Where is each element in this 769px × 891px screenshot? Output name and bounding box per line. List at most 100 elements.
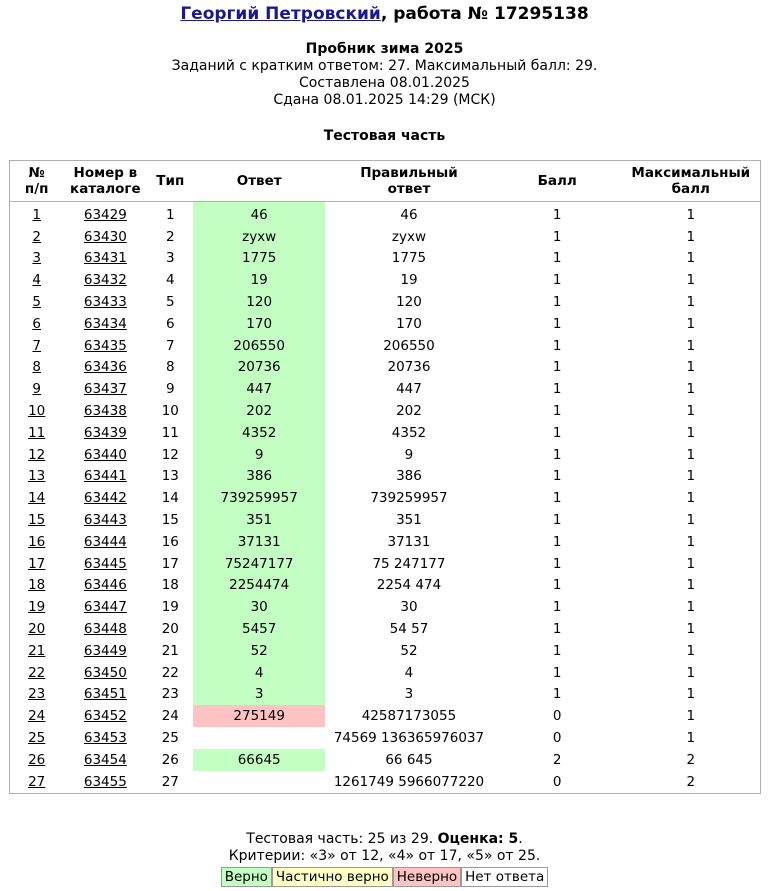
row-number-link[interactable]: 11: [28, 424, 46, 441]
table-row: 19 63447 19 30 30 1 1: [10, 596, 761, 619]
student-answer-cell: 2254474: [193, 574, 326, 597]
row-number-cell: 9: [10, 378, 64, 400]
catalog-number-link[interactable]: 63434: [83, 315, 127, 332]
row-number-cell: 24: [10, 705, 64, 727]
task-type-cell: 11: [161, 424, 179, 441]
catalog-number-link[interactable]: 63437: [83, 381, 127, 398]
catalog-number-cell: 63431: [63, 248, 147, 270]
catalog-number-link[interactable]: 63430: [83, 228, 127, 245]
catalog-number-link[interactable]: 63444: [83, 533, 127, 550]
catalog-number-cell: 63448: [63, 618, 147, 640]
catalog-number-link[interactable]: 63446: [83, 577, 127, 594]
row-number-link[interactable]: 8: [32, 359, 41, 376]
results-table: № п/п Номер в каталоге Тип Ответ Правильны…: [9, 160, 761, 794]
catalog-number-cell: 63434: [63, 313, 147, 335]
row-number-link[interactable]: 2: [32, 228, 41, 245]
catalog-number-cell: 63441: [63, 466, 147, 488]
catalog-number-link[interactable]: 63454: [83, 751, 127, 768]
catalog-number-cell: 63437: [63, 378, 147, 400]
row-number-link[interactable]: 25: [28, 730, 46, 747]
row-number-link[interactable]: 14: [28, 490, 46, 507]
row-number-link[interactable]: 20: [28, 621, 46, 638]
row-number-link[interactable]: 6: [32, 315, 41, 332]
test-name: Пробник зима 2025: [305, 41, 464, 57]
row-number-link[interactable]: 9: [32, 381, 41, 398]
correct-answer-cell: 19: [400, 272, 418, 289]
table-header-row: № п/п Номер в каталоге Тип Ответ Правильны…: [9, 160, 761, 202]
row-number-cell: 26: [10, 749, 64, 771]
catalog-number-link[interactable]: 63440: [83, 446, 127, 463]
catalog-number-link[interactable]: 63445: [83, 555, 127, 572]
catalog-number-cell: 63445: [63, 553, 147, 575]
row-number-link[interactable]: 12: [28, 446, 46, 463]
table-row: 10 63438 10 202 202 1 1: [10, 400, 761, 422]
catalog-number-link[interactable]: 63450: [83, 664, 127, 681]
row-number-link[interactable]: 21: [28, 642, 46, 659]
student-answer-cell: 4: [193, 661, 326, 684]
task-type-cell: 14: [161, 490, 179, 507]
row-number-link[interactable]: 22: [28, 664, 46, 681]
table-row: 20 63448 20 5457 54 57 1 1: [10, 618, 761, 640]
catalog-number-link[interactable]: 63436: [83, 359, 127, 376]
catalog-number-link[interactable]: 63439: [83, 424, 127, 441]
row-number-link[interactable]: 17: [28, 555, 46, 572]
row-number-link[interactable]: 4: [32, 272, 41, 289]
max-score-cell: 1: [686, 337, 696, 354]
row-number-cell: 12: [10, 444, 64, 466]
work-number: , работа № 17295138: [380, 4, 589, 24]
catalog-number-link[interactable]: 63451: [83, 686, 127, 703]
catalog-number-link[interactable]: 63429: [83, 206, 127, 223]
score-cell: 1: [552, 206, 562, 223]
student-answer-cell: 52: [193, 639, 326, 662]
catalog-number-link[interactable]: 63448: [83, 621, 127, 638]
task-type-cell: 7: [166, 337, 175, 354]
catalog-number-link[interactable]: 63455: [83, 773, 127, 790]
submitted-date: Сдана 08.01.2025 14:29 (МСК): [273, 92, 496, 108]
row-number-link[interactable]: 1: [32, 206, 41, 223]
max-score-cell: 1: [686, 403, 696, 420]
catalog-number-link[interactable]: 63449: [83, 642, 127, 659]
row-number-link[interactable]: 10: [28, 403, 46, 420]
correct-answer-cell: 1775: [391, 250, 427, 267]
catalog-number-link[interactable]: 63452: [83, 708, 127, 725]
catalog-number-link[interactable]: 63441: [83, 468, 127, 485]
catalog-number-cell: 63451: [63, 684, 147, 706]
catalog-number-link[interactable]: 63432: [83, 272, 127, 289]
row-number-link[interactable]: 26: [28, 751, 46, 768]
row-number-cell: 17: [10, 553, 64, 575]
catalog-number-link[interactable]: 63438: [83, 403, 127, 420]
row-number-link[interactable]: 7: [32, 337, 41, 354]
catalog-number-link[interactable]: 63431: [83, 250, 127, 267]
max-score-cell: 2: [686, 751, 696, 768]
col-header-answer: Ответ: [193, 160, 326, 202]
student-name-link[interactable]: Георгий Петровский: [180, 4, 381, 24]
row-number-link[interactable]: 18: [28, 577, 46, 594]
catalog-number-link[interactable]: 63453: [83, 730, 127, 747]
student-answer-cell: 3: [193, 683, 326, 706]
catalog-number-link[interactable]: 63433: [83, 294, 127, 311]
catalog-number-link[interactable]: 63435: [83, 337, 127, 354]
row-number-link[interactable]: 13: [28, 468, 46, 485]
row-number-link[interactable]: 23: [28, 686, 46, 703]
correct-answer-cell: 4352: [391, 424, 427, 441]
task-type-cell: 10: [161, 403, 179, 420]
row-number-link[interactable]: 5: [32, 294, 41, 311]
catalog-number-link[interactable]: 63447: [83, 599, 127, 616]
row-number-cell: 14: [10, 487, 64, 509]
max-score-cell: 1: [686, 555, 696, 572]
correct-answer-cell: 386: [396, 468, 422, 485]
row-number-link[interactable]: 16: [28, 533, 46, 550]
row-number-link[interactable]: 19: [28, 599, 46, 616]
student-answer-cell: 66645: [193, 748, 326, 771]
correct-answer-cell: zyxw: [391, 228, 427, 245]
row-number-cell: 8: [10, 357, 64, 379]
task-type-cell: 16: [161, 533, 179, 550]
row-number-link[interactable]: 15: [28, 512, 46, 529]
row-number-link[interactable]: 3: [32, 250, 41, 267]
max-score-cell: 1: [686, 686, 696, 703]
row-number-link[interactable]: 27: [28, 773, 46, 790]
catalog-number-link[interactable]: 63442: [83, 490, 127, 507]
task-type-cell: 25: [161, 730, 179, 747]
catalog-number-link[interactable]: 63443: [83, 512, 127, 529]
row-number-link[interactable]: 24: [28, 708, 46, 725]
